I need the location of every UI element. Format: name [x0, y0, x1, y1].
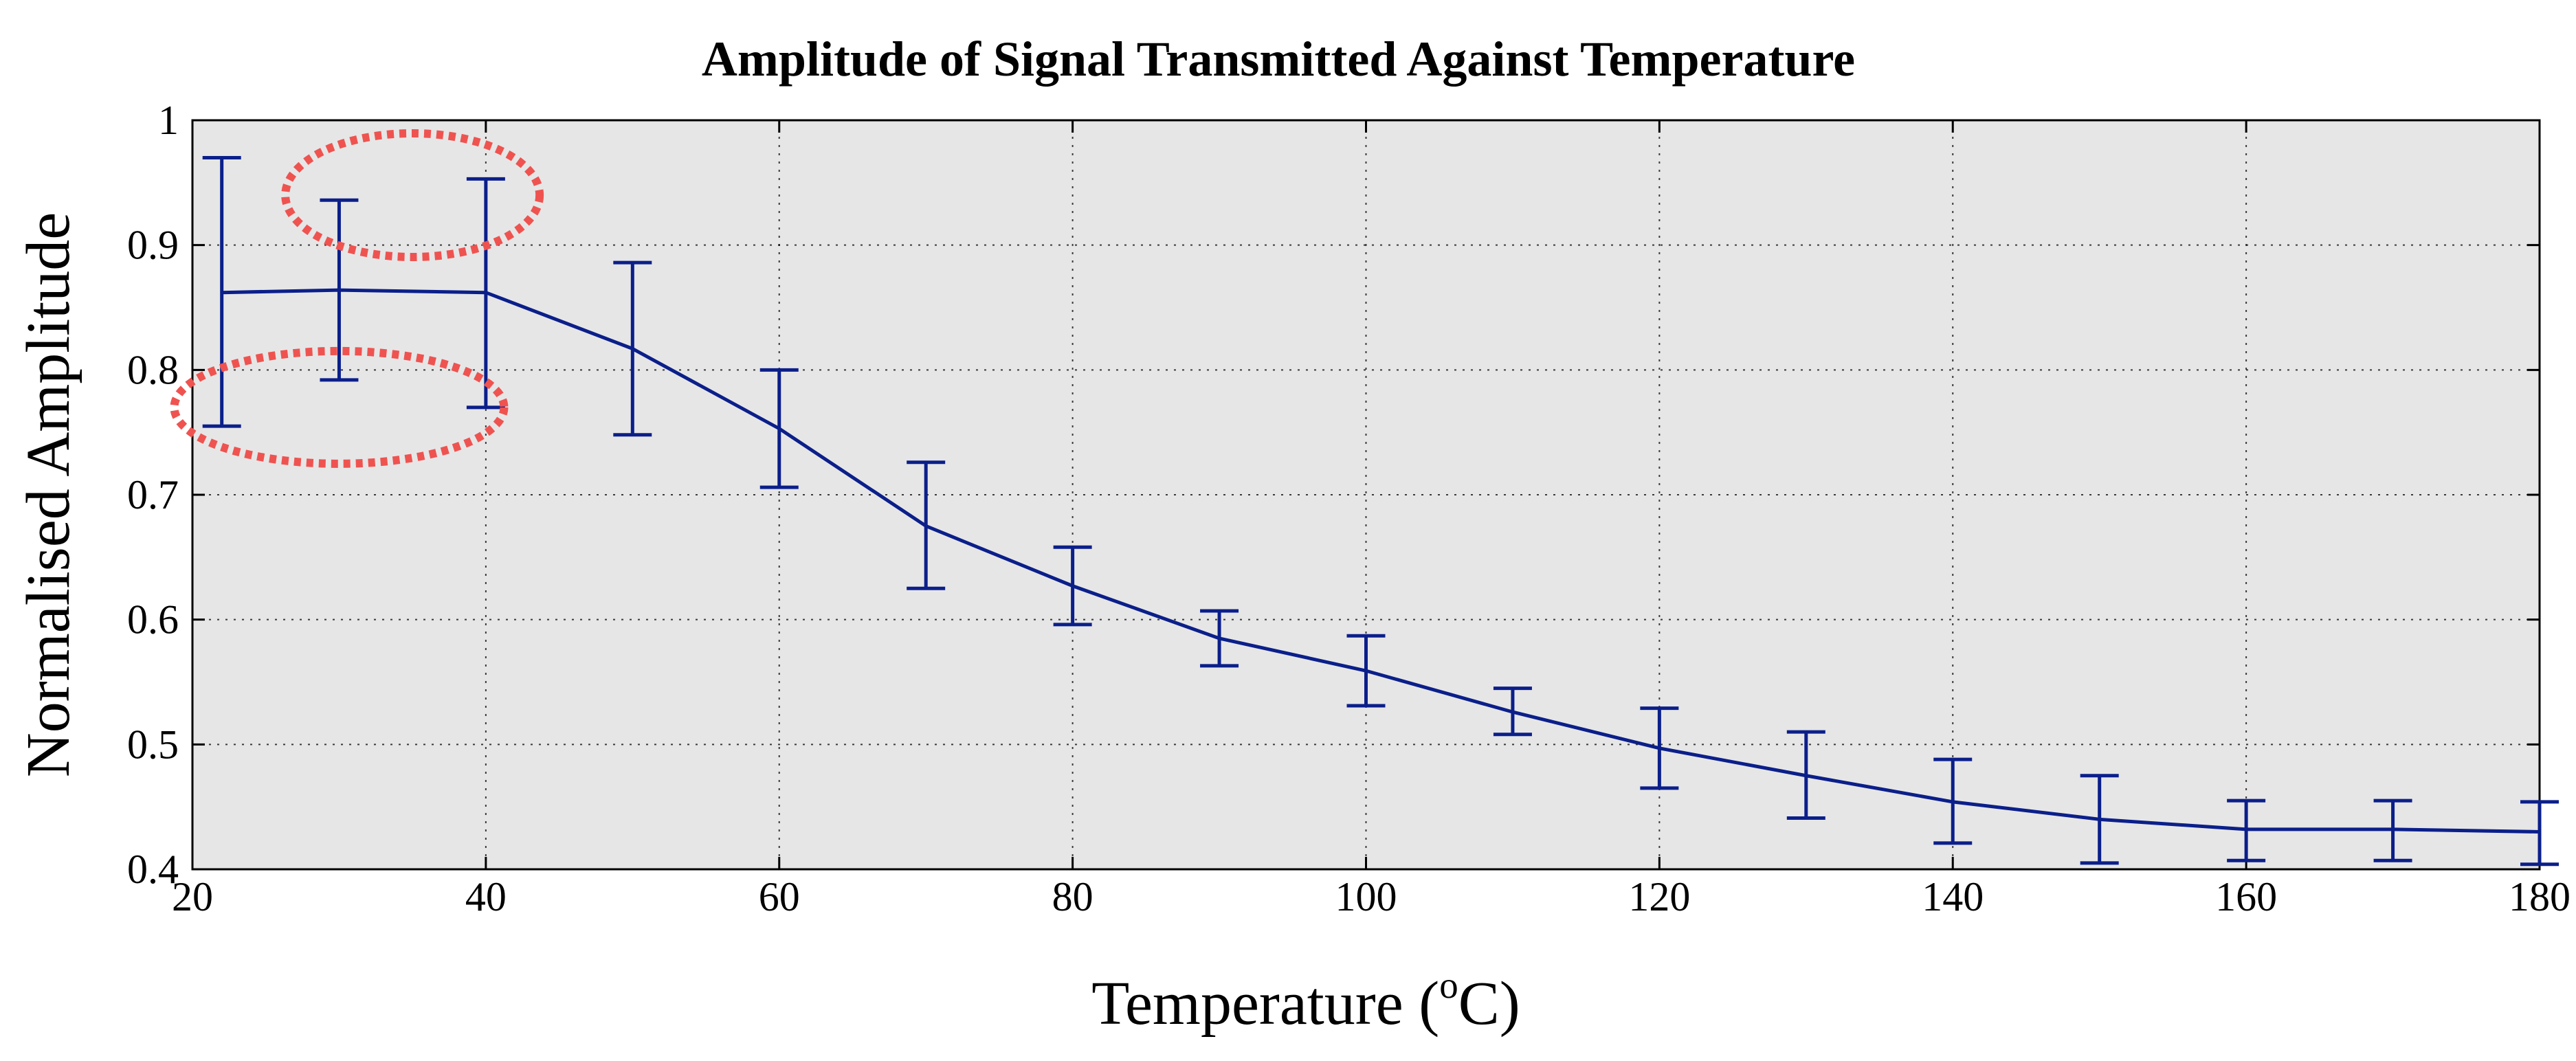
x-axis-label-sup: o: [1439, 964, 1458, 1006]
x-tick-label: 60: [759, 874, 800, 919]
x-tick-label: 120: [1628, 874, 1690, 919]
x-axis-label-unit: C): [1458, 970, 1520, 1038]
series: [202, 156, 2559, 867]
annotations: [170, 129, 544, 468]
x-tick-label: 80: [1052, 874, 1093, 919]
x-tick-label: 180: [2509, 874, 2571, 919]
y-tick-label: 0.5: [127, 722, 179, 767]
x-tick-label: 160: [2215, 874, 2277, 919]
x-axis-label-main: Temperature (: [1091, 970, 1439, 1038]
y-tick-label: 0.7: [127, 472, 179, 517]
annotation-ellipse: [281, 129, 544, 261]
y-tick-label: 0.6: [127, 597, 179, 643]
y-tick-label: 0.9: [127, 223, 179, 268]
x-tick-label: 20: [172, 874, 213, 919]
x-tick-label: 140: [1922, 874, 1984, 919]
axis-ticks: 20 40 60 80 100 120 140 160 180 0.4 0.5 0.6 0.7 0.8 0.…: [127, 98, 2571, 919]
y-tick-label: 1: [158, 98, 179, 143]
y-axis-label: Normalised Amplitude: [14, 212, 82, 777]
x-tick-label: 40: [465, 874, 507, 919]
annotation-ellipse: [170, 346, 509, 468]
x-tick-label: 100: [1335, 874, 1397, 919]
x-axis-label: Temperature (oC): [1091, 964, 1520, 1038]
chart-title: Amplitude of Signal Transmitted Against …: [702, 32, 1855, 87]
y-tick-label: 0.4: [127, 847, 179, 892]
y-tick-label: 0.8: [127, 347, 179, 392]
